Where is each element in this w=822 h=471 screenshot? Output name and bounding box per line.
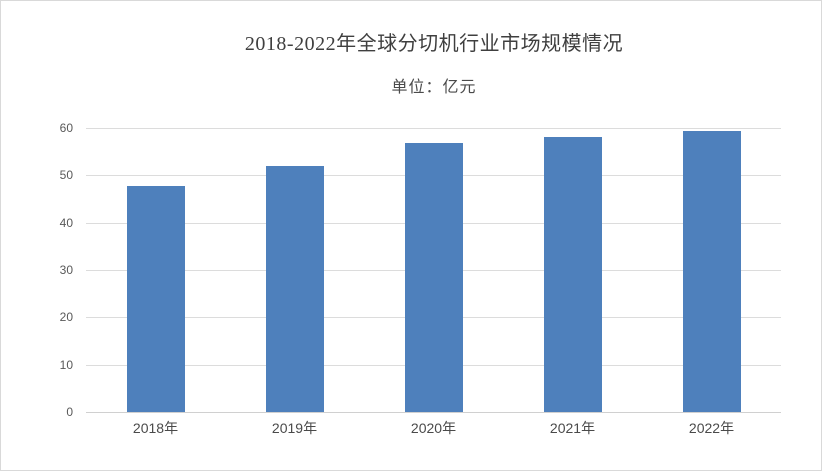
- bar-slot-2022年: [642, 128, 781, 412]
- y-tick-label-30: 30: [59, 263, 73, 277]
- y-tick-label-50: 50: [59, 168, 73, 183]
- x-axis-labels: 2018年 2019年 2020年 2021年 2022年: [86, 418, 781, 438]
- x-tick-label-2019年: 2019年: [271, 420, 318, 436]
- y-tick-label-40: 40: [59, 215, 73, 230]
- y-tick-label-0: 0: [66, 405, 73, 419]
- y-axis-labels: 0 10 20 30 40 50 60: [31, 121, 73, 419]
- bars: [86, 128, 781, 412]
- bar-slot-2020年: [364, 128, 503, 412]
- x-tick-label-2021年: 2021年: [549, 420, 596, 436]
- x-tick-label-2018年: 2018年: [132, 420, 179, 436]
- bar-2018年: [126, 185, 185, 412]
- chart-title: 2018-2022年全球分切机行业市场规模情况: [244, 33, 624, 55]
- gridline-60: [86, 128, 781, 129]
- y-tick-label-60: 60: [59, 121, 73, 135]
- bar-2021年: [543, 136, 602, 412]
- bar-2019年: [265, 165, 324, 412]
- bar-slot-2021年: [503, 128, 642, 412]
- bar-2020年: [404, 143, 463, 412]
- bar-slot-2019年: [225, 128, 364, 412]
- x-tick-label-2022年: 2022年: [688, 420, 735, 436]
- x-axis-line: [86, 412, 781, 413]
- plot-area: [86, 128, 781, 413]
- chart-subtitle: 单位：亿元: [391, 79, 477, 96]
- x-tick-label-2020年: 2020年: [410, 420, 457, 436]
- y-tick-label-20: 20: [59, 310, 73, 325]
- y-tick-label-10: 10: [59, 357, 73, 372]
- bar-2022年: [682, 131, 741, 412]
- bar-slot-2018年: [86, 128, 225, 412]
